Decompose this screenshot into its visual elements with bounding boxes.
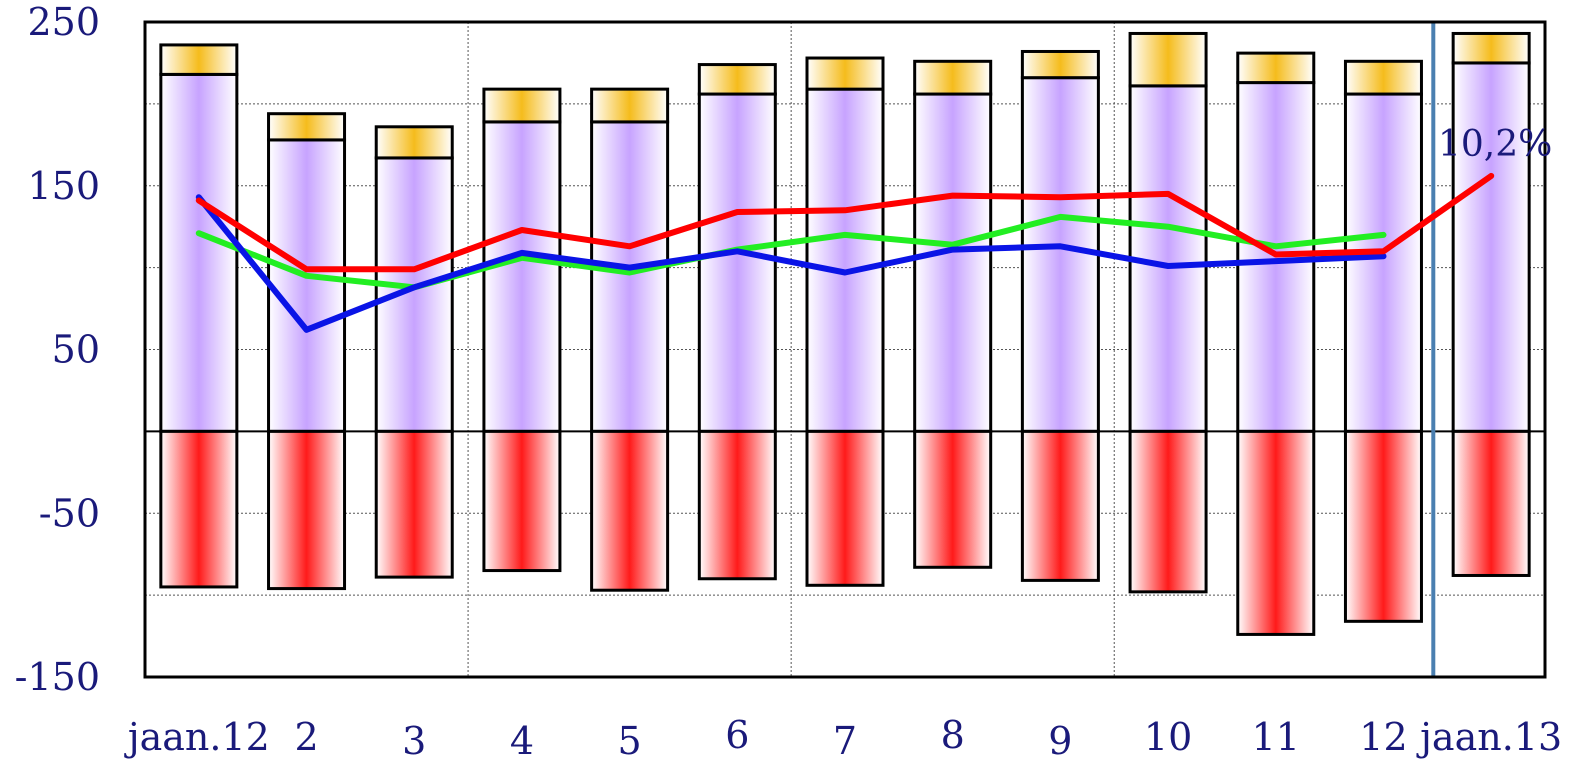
line-series [195, 172, 1495, 333]
bar-segment-lavender [482, 120, 562, 433]
x-tick-label: 4 [510, 719, 534, 761]
y-tick-label: -150 [15, 655, 100, 699]
bar-segment-gold [1020, 49, 1100, 80]
x-tick-label: jaan.13 [1416, 715, 1562, 759]
line-series-blue [195, 194, 1387, 333]
x-tick-label: 10 [1144, 715, 1192, 759]
bar-segment-red [1343, 429, 1423, 623]
bar-segment-gold [374, 125, 454, 160]
y-tick-label: 150 [27, 164, 100, 208]
bar-segment-lavender [1020, 76, 1100, 433]
bar-segment-red [1020, 429, 1100, 582]
x-tick-label: 3 [402, 719, 426, 761]
bar-segment-red [267, 429, 347, 591]
line-series-red [195, 172, 1495, 273]
bar-segment-gold [482, 87, 562, 124]
bar-segment-lavender [913, 92, 993, 433]
bar-segment-red [159, 429, 239, 589]
bar-segment-red [1451, 429, 1531, 577]
bar-segment-gold [267, 112, 347, 142]
line-series-green [195, 213, 1387, 291]
bar-segment-lavender [159, 72, 239, 433]
bar-segment-red [913, 429, 993, 569]
bar-segment-lavender [697, 92, 777, 433]
y-tick-label: 50 [52, 328, 100, 372]
plot-frame [143, 20, 1547, 679]
bar-segment-gold [159, 43, 239, 76]
x-tick-label: 2 [294, 715, 318, 759]
bar-segment-gold [1236, 51, 1316, 85]
bar-segment-lavender [590, 120, 670, 433]
bar-segment-gold [805, 56, 885, 91]
x-tick-label: 7 [833, 719, 857, 761]
y-tick-label: -50 [39, 491, 100, 535]
bar-segment-gold [1451, 31, 1531, 65]
bar-segment-red [1236, 429, 1316, 636]
bar-segment-gold [1128, 31, 1208, 88]
x-tick-label: 8 [941, 713, 965, 757]
bar-segment-lavender [805, 87, 885, 433]
x-tick-label: 6 [725, 713, 749, 757]
bar-segment-lavender [267, 138, 347, 433]
x-tick-label: 5 [618, 719, 642, 761]
x-axis-labels: jaan.12 2 3 4 5 6 7 8 9 10 11 12 jaan.13 [124, 713, 1562, 761]
bar-segment-gold [697, 63, 777, 96]
x-tick-label: jaan.12 [124, 715, 270, 759]
bar-segment-gold [590, 87, 670, 124]
annotation-layer: 10,2% [1438, 124, 1552, 165]
annotation-label: 10,2% [1438, 124, 1552, 165]
y-axis-labels: 250 150 50 -50 -150 [15, 0, 100, 699]
y-tick-label: 250 [27, 0, 100, 44]
bar-segment-lavender [1343, 92, 1423, 433]
bar-segment-gold [1343, 59, 1423, 96]
bar-segment-red [590, 429, 670, 592]
bar-segment-red [482, 429, 562, 573]
bar-segment-red [1128, 429, 1208, 594]
bar-segment-gold [913, 59, 993, 96]
bar-segment-lavender [1451, 61, 1531, 433]
x-tick-label: 11 [1252, 715, 1300, 759]
plot-border [143, 20, 1547, 679]
x-tick-label: 9 [1048, 719, 1072, 761]
bar-segment-red [374, 429, 454, 579]
bar-segment-red [805, 429, 885, 587]
bar-segment-red [697, 429, 777, 581]
x-tick-label: 12 [1359, 715, 1407, 759]
